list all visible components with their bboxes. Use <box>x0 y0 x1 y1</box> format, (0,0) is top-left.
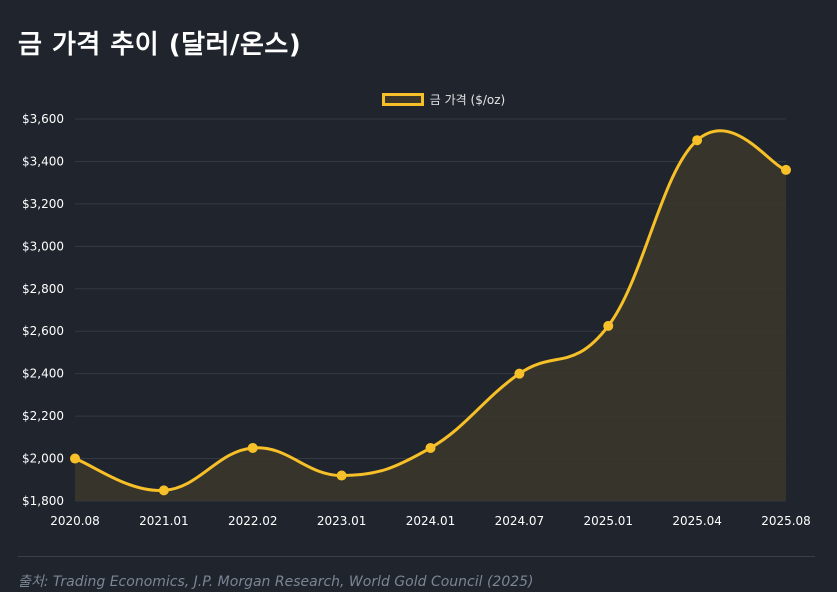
area-fill <box>75 130 786 501</box>
x-tick-label: 2020.08 <box>50 514 100 528</box>
source-note: 출처: Trading Economics, J.P. Morgan Resea… <box>18 574 534 590</box>
x-tick-label: 2022.02 <box>228 514 278 528</box>
data-point[interactable] <box>514 368 525 379</box>
y-tick-label: $2,400 <box>22 367 64 381</box>
area-layer <box>74 129 787 501</box>
x-tick-label: 2025.01 <box>583 514 633 528</box>
y-tick-label: $1,800 <box>22 494 64 508</box>
x-tick-label: 2023.01 <box>317 514 367 528</box>
data-point[interactable] <box>336 470 347 481</box>
footer-divider <box>18 556 815 557</box>
data-point[interactable] <box>247 442 258 453</box>
x-tick-label: 2024.07 <box>495 514 545 528</box>
x-tick-label: 2025.08 <box>761 514 811 528</box>
y-tick-label: $2,600 <box>22 324 64 338</box>
x-axis-ticks: 2020.08 2021.01 2022.02 2023.01 2024.01 2024.… <box>50 514 811 528</box>
data-point[interactable] <box>158 485 169 496</box>
legend-label: 금 가격 ($/oz) <box>429 93 506 107</box>
y-tick-label: $3,400 <box>22 154 64 168</box>
data-point[interactable] <box>603 320 614 331</box>
chart-title: 금 가격 추이 (달러/온스) <box>18 30 302 60</box>
x-tick-label: 2024.01 <box>406 514 456 528</box>
legend-swatch <box>381 93 424 106</box>
y-tick-label: $3,600 <box>22 112 64 126</box>
data-point[interactable] <box>781 164 791 175</box>
x-tick-label: 2021.01 <box>139 514 189 528</box>
data-point[interactable] <box>692 135 703 146</box>
data-point[interactable] <box>70 453 80 464</box>
y-axis-ticks: $1,800 $2,000 $2,200 $2,400 $2,600 $2,800 $3,0… <box>22 112 64 508</box>
y-tick-label: $2,800 <box>22 282 64 296</box>
y-tick-label: $3,200 <box>22 197 64 211</box>
y-tick-label: $2,200 <box>22 409 64 423</box>
series-line <box>74 129 787 492</box>
x-tick-label: 2025.04 <box>672 514 722 528</box>
chart-legend[interactable]: 금 가격 ($/oz) <box>0 91 837 108</box>
y-tick-label: $2,000 <box>22 452 64 466</box>
data-points <box>70 135 791 496</box>
data-point[interactable] <box>425 442 436 453</box>
y-tick-label: $3,000 <box>22 239 64 253</box>
